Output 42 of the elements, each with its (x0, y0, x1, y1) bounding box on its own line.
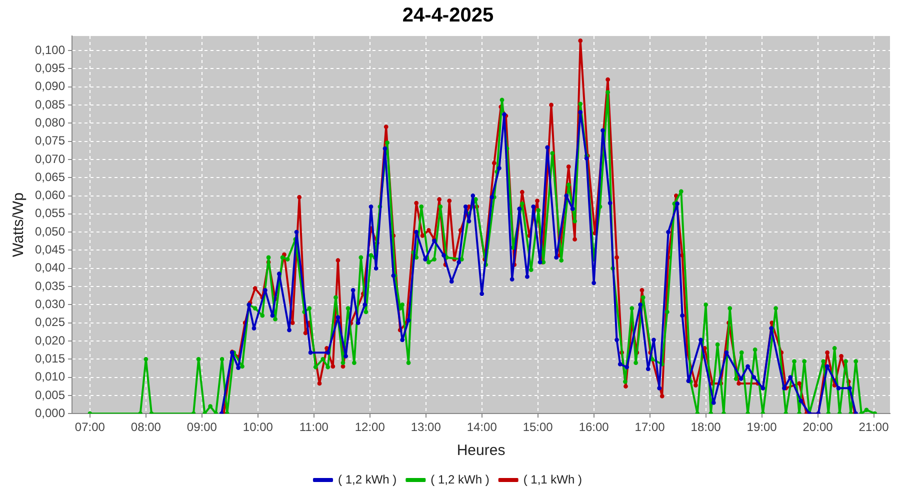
y-tick-label: 0,065 (35, 170, 66, 184)
x-tick-label: 14:00 (466, 420, 498, 434)
y-tick-label: 0,020 (35, 333, 66, 348)
y-tick-label: 0,050 (35, 224, 66, 238)
y-axis-title: Watts/Wp (10, 192, 28, 258)
y-tick-label: 0,055 (35, 206, 66, 220)
x-tick-label: 15:00 (522, 420, 554, 434)
chart-title: 24-4-2025 (402, 4, 494, 27)
x-tick-label: 08:00 (130, 420, 162, 434)
x-tick-label: 21:00 (858, 420, 890, 434)
y-tick-label: 0,005 (35, 388, 66, 402)
legend-label: ( 1,2 kWh ) (430, 472, 490, 486)
x-axis-title: Heures (456, 442, 506, 460)
x-tick-label: 19:00 (746, 420, 778, 434)
x-tick-label: 09:00 (186, 420, 218, 434)
x-tick-label: 20:00 (802, 420, 834, 434)
y-tick-label: 0,085 (35, 97, 66, 112)
x-tick-label: 07:00 (74, 420, 106, 434)
y-tick-label: 0,080 (35, 115, 66, 130)
x-tick-label: 12:00 (354, 420, 386, 434)
y-tick-label: 0,060 (35, 188, 66, 202)
y-tick-label: 0,010 (35, 370, 66, 384)
legend-label: ( 1,1 kWh ) (523, 472, 582, 486)
x-tick-label: 10:00 (242, 420, 274, 434)
y-tick-label: 0,045 (35, 242, 66, 257)
y-tick-label: 0,025 (35, 315, 66, 330)
y-tick-label: 0,035 (35, 278, 66, 293)
legend-label: ( 1,2 kWh ) (338, 472, 397, 486)
y-tick-label: 0,015 (35, 351, 66, 366)
y-tick-label: 0,040 (35, 260, 66, 275)
x-tick-label: 11:00 (299, 420, 329, 434)
x-tick-label: 17:00 (634, 420, 666, 434)
y-tick-label: 0,100 (35, 42, 66, 57)
y-tick-label: 0,075 (35, 134, 66, 148)
y-tick-label: 0,000 (35, 406, 66, 420)
y-tick-label: 0,070 (35, 152, 66, 166)
y-tick-label: 0,030 (35, 296, 66, 311)
y-tick-label: 0,095 (35, 60, 66, 75)
x-tick-label: 13:00 (410, 420, 442, 434)
x-tick-label: 18:00 (690, 420, 722, 434)
y-tick-label: 0,090 (35, 79, 66, 94)
x-tick-label: 16:00 (578, 420, 610, 434)
